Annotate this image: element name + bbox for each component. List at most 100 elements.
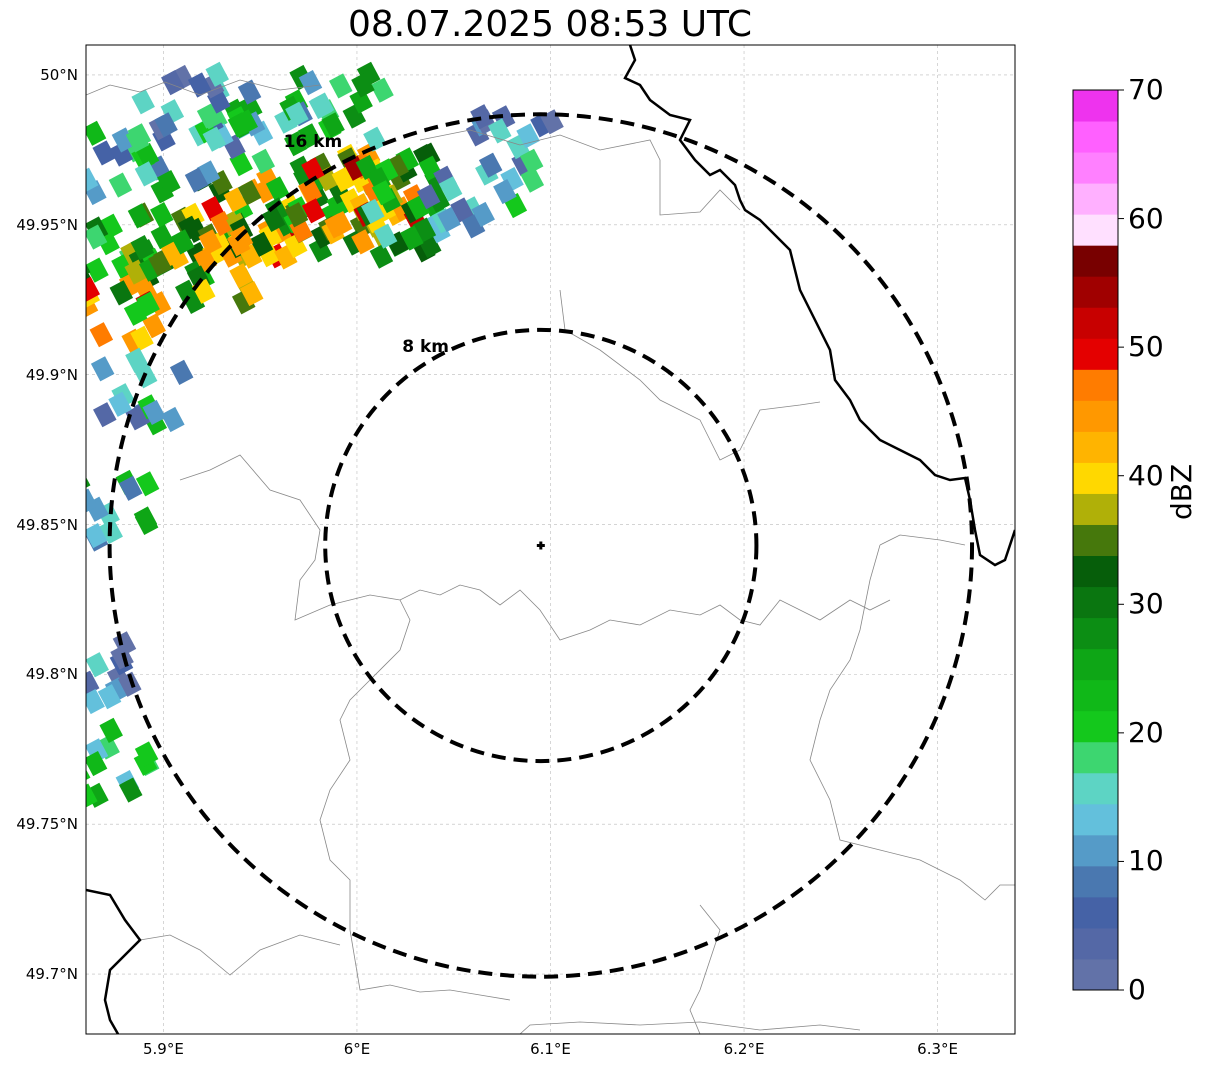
colorbar-segment	[1073, 586, 1118, 619]
echo-bin	[202, 126, 227, 152]
lat-tick-label: 49.8°N	[25, 665, 78, 684]
echo-bin	[239, 281, 264, 307]
lat-tick-label: 49.9°N	[25, 365, 78, 384]
echo-bin	[229, 225, 254, 251]
echo-bin	[258, 223, 283, 249]
echo-bin	[261, 206, 286, 233]
municipal-boundary	[809, 534, 1015, 901]
echo-bin	[161, 406, 185, 433]
colorbar-segment	[1073, 493, 1118, 525]
echo-bin	[142, 313, 166, 339]
echo-bin	[41, 686, 65, 711]
echo-bin	[349, 213, 374, 239]
echo-bin	[86, 688, 105, 715]
echo-bin	[138, 256, 163, 282]
echo-bin	[150, 202, 174, 228]
colorbar-segment	[1073, 152, 1118, 184]
echo-bin	[89, 322, 114, 348]
admin-boundaries	[86, 79, 1015, 1034]
echo-bin	[500, 167, 524, 193]
echo-bin	[61, 640, 85, 665]
echo-bin	[237, 79, 262, 105]
echo-bin	[198, 229, 223, 255]
echo-bin	[520, 167, 545, 193]
echo-bin	[86, 224, 108, 250]
echo-bin	[519, 148, 544, 174]
echo-bin	[86, 522, 108, 549]
echo-bin	[478, 152, 503, 178]
echo-bin	[427, 218, 451, 244]
echo-bin	[111, 127, 136, 153]
echo-bin	[301, 157, 325, 183]
echo-bin	[249, 231, 274, 257]
echo-bin	[134, 741, 159, 767]
echo-bin	[371, 180, 396, 206]
echo-bin	[274, 108, 298, 134]
echo-bin	[150, 178, 175, 204]
echo-bin	[530, 112, 554, 138]
lat-tick-label: 49.7°N	[25, 965, 78, 984]
colorbar-segment	[1073, 741, 1118, 774]
lat-tick-label: 49.75°N	[16, 815, 78, 834]
echo-bin	[506, 134, 530, 160]
echo-bin	[170, 64, 195, 91]
echo-bin	[205, 61, 229, 87]
echo-bin	[416, 184, 441, 210]
echo-bin	[124, 259, 148, 285]
colorbar-tick-label: 10	[1128, 844, 1164, 878]
echo-bin	[356, 61, 381, 87]
echo-bin	[373, 223, 398, 249]
map-title: 08.07.2025 08:53 UTC	[347, 4, 753, 45]
echo-bin	[370, 77, 394, 103]
echo-bin	[177, 215, 202, 241]
echo-bin	[130, 235, 155, 261]
colorbar-tick-label: 70	[1128, 73, 1164, 106]
range-ring-label: 16 km	[283, 131, 343, 152]
echo-bin	[127, 203, 152, 229]
echo-bin	[135, 471, 160, 497]
echo-bin	[169, 359, 194, 385]
echo-bin	[96, 734, 120, 760]
reflectivity-echoes	[41, 61, 564, 809]
colorbar-segment	[1073, 524, 1118, 557]
echo-bin	[86, 738, 109, 764]
echo-bin	[134, 509, 159, 535]
echo-bin	[148, 250, 172, 277]
colorbar-segment	[1073, 803, 1118, 836]
echo-bin	[438, 176, 463, 202]
colorbar-label: dBZ	[1165, 463, 1198, 520]
lon-tick-label: 5.9°E	[142, 1040, 184, 1058]
echo-bin	[395, 147, 419, 173]
echo-bin	[86, 278, 87, 304]
echo-bin	[86, 670, 100, 696]
echo-bin	[86, 167, 99, 193]
colorbar-segment	[1073, 338, 1118, 370]
echo-bin	[62, 312, 86, 337]
echo-bin	[400, 225, 424, 251]
echo-bin	[372, 197, 397, 223]
echo-bin	[165, 244, 189, 270]
municipal-boundary	[559, 289, 821, 461]
echo-bin	[109, 280, 134, 306]
lon-tick-label: 6.2°E	[723, 1040, 765, 1058]
echo-bin	[157, 170, 181, 196]
echo-bin	[200, 73, 225, 99]
echo-bin	[86, 783, 98, 809]
echo-bin	[237, 180, 262, 206]
echo-bin	[127, 123, 152, 149]
echo-bin	[62, 752, 86, 777]
echo-bin	[108, 172, 133, 198]
echo-bin	[284, 202, 309, 228]
echo-bin	[187, 72, 212, 98]
echo-bin	[135, 142, 160, 169]
echo-bin	[284, 232, 308, 259]
echo-bin	[161, 70, 185, 96]
echo-bin	[104, 677, 129, 703]
echo-bin	[229, 151, 253, 177]
echo-bin	[86, 652, 109, 678]
echo-bin	[284, 131, 308, 157]
echo-bin	[54, 722, 78, 747]
colorbar-tick-label: 40	[1128, 458, 1164, 492]
municipal-boundary	[319, 599, 511, 1001]
